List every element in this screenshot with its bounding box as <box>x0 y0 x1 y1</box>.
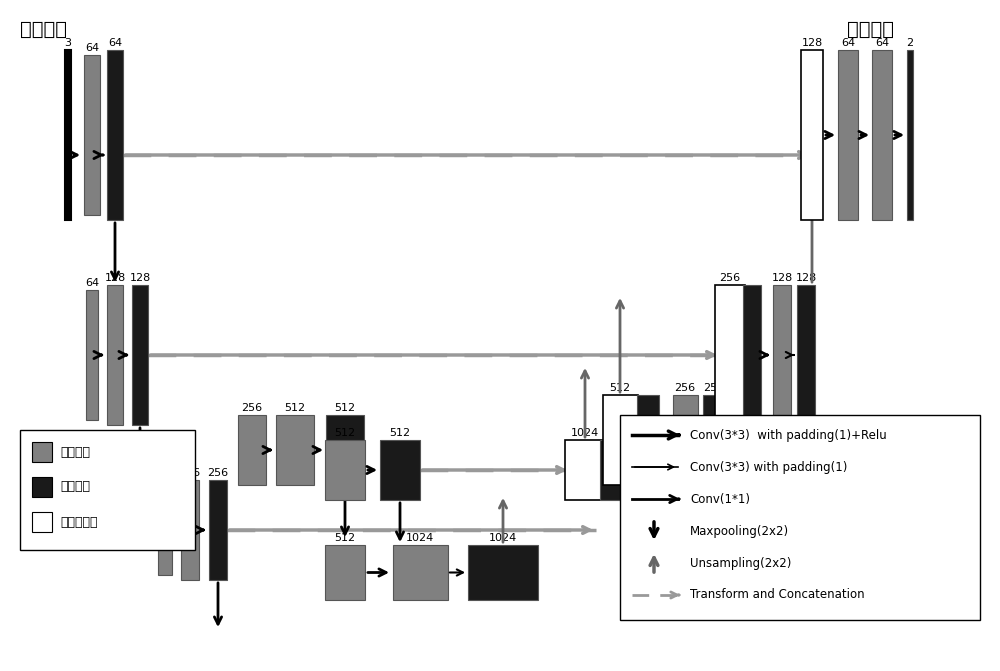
Bar <box>602 395 638 485</box>
Text: 512: 512 <box>334 533 356 543</box>
Bar <box>907 50 913 220</box>
Bar <box>158 485 172 575</box>
Text: 256: 256 <box>719 273 741 283</box>
Bar <box>276 415 314 485</box>
Bar <box>181 480 199 580</box>
Bar <box>620 415 980 620</box>
Text: 1024: 1024 <box>489 533 517 543</box>
Bar <box>392 545 448 600</box>
Text: 128: 128 <box>801 38 823 48</box>
Bar <box>65 50 71 220</box>
Text: 128: 128 <box>154 473 176 483</box>
Bar <box>872 50 892 220</box>
Text: 256: 256 <box>207 468 229 478</box>
Bar <box>703 395 725 485</box>
Text: 512: 512 <box>284 403 306 413</box>
Text: 1024: 1024 <box>406 533 434 543</box>
Bar <box>20 430 195 550</box>
Text: 扩展路径: 扩展路径 <box>846 20 894 39</box>
Text: 2: 2 <box>906 38 914 48</box>
Bar <box>86 290 98 420</box>
Bar <box>672 395 698 485</box>
Bar <box>107 285 123 425</box>
Text: 无标准化: 无标准化 <box>60 446 90 458</box>
Text: 复制与联结: 复制与联结 <box>60 515 98 529</box>
Text: Unsampling(2x2): Unsampling(2x2) <box>690 556 791 570</box>
Bar <box>801 50 823 220</box>
Text: 3: 3 <box>64 38 72 48</box>
Text: 64: 64 <box>875 38 889 48</box>
Bar <box>238 415 266 485</box>
Text: 128: 128 <box>771 273 793 283</box>
Bar <box>325 440 365 500</box>
Text: 256: 256 <box>703 383 725 393</box>
Bar <box>797 285 815 425</box>
Bar <box>132 285 148 425</box>
Bar <box>468 545 538 600</box>
Bar <box>84 55 100 215</box>
Text: 64: 64 <box>85 43 99 53</box>
Bar <box>107 50 123 220</box>
Bar <box>325 545 365 600</box>
Text: 收缩路径: 收缩路径 <box>20 20 67 39</box>
Text: Conv(1*1): Conv(1*1) <box>690 493 750 505</box>
Text: 512: 512 <box>661 428 683 438</box>
Bar <box>32 477 52 497</box>
Bar <box>209 480 227 580</box>
Bar <box>380 440 420 500</box>
Text: 512: 512 <box>334 428 356 438</box>
Text: 64: 64 <box>841 38 855 48</box>
Text: 512: 512 <box>707 428 729 438</box>
Text: 128: 128 <box>129 273 151 283</box>
Text: 64: 64 <box>108 38 122 48</box>
Bar <box>637 395 659 485</box>
Bar <box>715 285 745 425</box>
Text: 批标准化: 批标准化 <box>60 480 90 493</box>
Text: Maxpooling(2x2): Maxpooling(2x2) <box>690 525 789 537</box>
Text: Conv(3*3)  with padding(1)+Relu: Conv(3*3) with padding(1)+Relu <box>690 429 887 442</box>
Bar <box>773 285 791 425</box>
Text: 1024: 1024 <box>571 428 599 438</box>
Text: 256: 256 <box>241 403 263 413</box>
Text: 128: 128 <box>795 273 817 283</box>
Bar <box>565 440 605 500</box>
Text: 512: 512 <box>389 428 411 438</box>
Bar <box>32 442 52 462</box>
Bar <box>32 512 52 532</box>
Text: 128: 128 <box>104 273 126 283</box>
Bar <box>743 285 761 425</box>
Bar <box>653 440 691 500</box>
Text: 256: 256 <box>674 383 696 393</box>
Bar <box>838 50 858 220</box>
Bar <box>326 415 364 485</box>
Text: 256: 256 <box>179 468 201 478</box>
Text: 64: 64 <box>85 278 99 288</box>
Text: Transform and Concatenation: Transform and Concatenation <box>690 588 865 601</box>
Bar <box>699 440 737 500</box>
Text: 512: 512 <box>609 383 631 393</box>
Bar <box>600 440 640 500</box>
Text: Conv(3*3) with padding(1): Conv(3*3) with padding(1) <box>690 460 847 474</box>
Text: 512: 512 <box>334 403 356 413</box>
